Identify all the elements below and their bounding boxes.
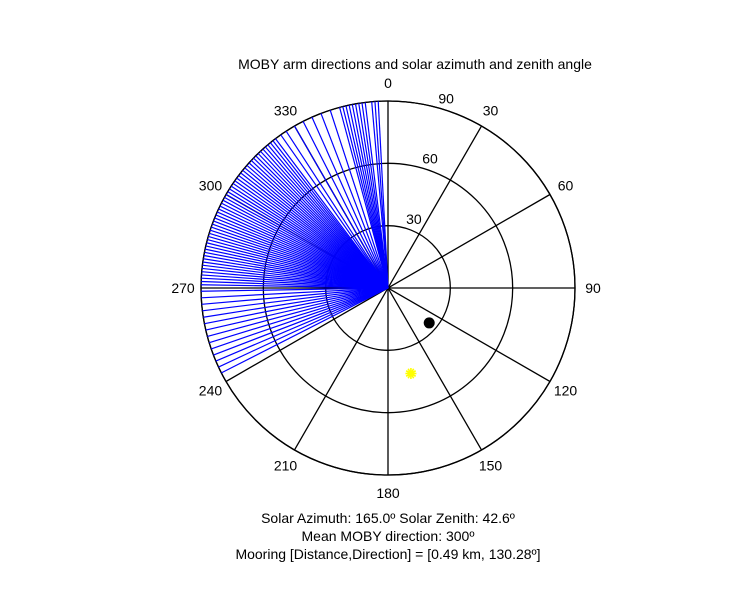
arm-direction-line [229, 188, 389, 289]
arm-direction-line [207, 287, 389, 337]
arm-direction-line [213, 287, 389, 356]
arm-direction-line [201, 287, 389, 292]
arm-direction-line [364, 102, 389, 289]
angle-tick-label: 150 [479, 458, 503, 474]
arm-direction-line [320, 113, 389, 289]
angle-tick-label: 300 [199, 178, 223, 194]
chart-title: MOBY arm directions and solar azimuth an… [238, 56, 592, 72]
arm-direction-line [339, 107, 389, 289]
arm-direction-line [311, 116, 389, 289]
arm-direction-line [293, 125, 389, 289]
markers [405, 317, 435, 379]
radial-tick-label: 30 [406, 211, 422, 227]
mean-direction-caption: Mean MOBY direction: 300º [301, 528, 475, 544]
angle-tick-label: 270 [171, 280, 195, 296]
chart-labels: MOBY arm directions and solar azimuth an… [171, 56, 601, 501]
arm-direction-line [285, 130, 389, 289]
arm-direction-line [274, 138, 389, 289]
angle-tick-label: 180 [376, 485, 400, 501]
moby-arm-directions [201, 101, 389, 374]
angle-tick-label: 120 [554, 383, 578, 399]
arm-direction-line [202, 287, 389, 312]
mooring-caption: Mooring [Distance,Direction] = [0.49 km,… [235, 546, 541, 562]
arm-direction-line [218, 287, 389, 368]
arm-direction-line [329, 109, 389, 289]
arm-direction-line [203, 287, 389, 318]
arm-direction-line [210, 287, 389, 350]
arm-direction-line [215, 287, 389, 362]
angle-tick-label: 30 [483, 102, 499, 118]
sun-marker [405, 367, 417, 379]
arm-direction-line [280, 134, 389, 289]
mooring-marker [423, 317, 435, 329]
arm-direction-line [201, 287, 389, 305]
radial-tick-label: 90 [438, 90, 454, 106]
angle-tick-label: 240 [199, 383, 223, 399]
arm-direction-line [208, 287, 389, 344]
angle-tick-label: 90 [585, 280, 601, 296]
solar-caption: Solar Azimuth: 165.0º Solar Zenith: 42.6… [261, 510, 515, 526]
arm-direction-line [205, 287, 389, 331]
angle-tick-label: 330 [274, 102, 298, 118]
arm-direction-line [201, 287, 389, 299]
arm-direction-line [302, 121, 389, 289]
arm-direction-line [377, 101, 389, 289]
angle-tick-label: 210 [274, 458, 298, 474]
radial-tick-label: 60 [422, 151, 438, 167]
arm-direction-line [221, 287, 389, 374]
angle-tick-label: 60 [558, 178, 574, 194]
angle-tick-label: 0 [384, 75, 392, 91]
arm-direction-line [204, 287, 389, 325]
